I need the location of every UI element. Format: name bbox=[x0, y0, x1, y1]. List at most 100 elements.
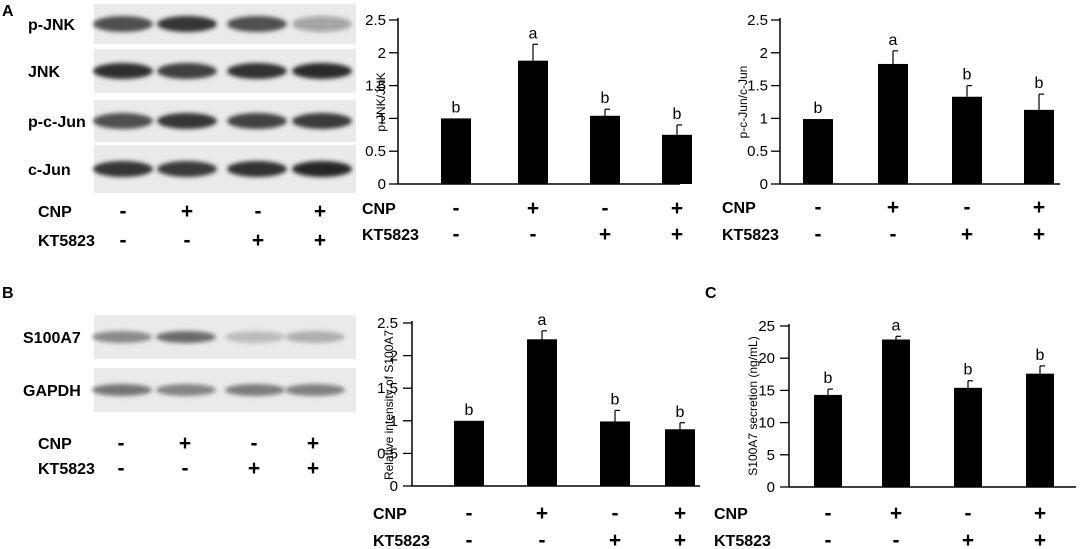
western-blot-a: p-JNK JNK p-c-Jun c-Jun bbox=[28, 4, 356, 193]
bar bbox=[882, 339, 910, 487]
significance-letter: b bbox=[601, 90, 610, 107]
kt5823-sign: + bbox=[961, 223, 973, 246]
blot-band bbox=[292, 161, 352, 177]
y-tick-label: 2 bbox=[760, 45, 768, 62]
kt5823-sign: + bbox=[314, 229, 326, 252]
treatment-table-blot-a: CNP KT5823 - - + - - + + + bbox=[38, 200, 326, 252]
kt5823-sign: - bbox=[825, 529, 832, 549]
blot-band bbox=[292, 113, 352, 129]
y-tick-label: 15 bbox=[758, 382, 775, 399]
kt5823-label: KT5823 bbox=[38, 233, 95, 250]
significance-letter: a bbox=[892, 317, 901, 334]
y-axis-title: p-JNK/JNK bbox=[374, 72, 388, 131]
cnp-sign: - bbox=[964, 196, 971, 219]
y-tick-label: 0 bbox=[378, 176, 386, 193]
blot-row-label: p-JNK bbox=[28, 17, 76, 34]
bar bbox=[954, 387, 982, 487]
cnp-label: CNP bbox=[38, 436, 72, 453]
cnp-sign: + bbox=[674, 502, 686, 525]
cnp-sign: - bbox=[825, 502, 832, 525]
blot-row-label: GAPDH bbox=[23, 383, 81, 400]
cnp-sign: + bbox=[307, 432, 319, 455]
y-tick-label: 0.5 bbox=[377, 445, 398, 462]
y-tick-label: 1 bbox=[760, 110, 768, 127]
cnp-sign: + bbox=[181, 200, 193, 223]
cnp-sign: + bbox=[887, 196, 899, 219]
significance-letter: b bbox=[963, 67, 972, 84]
kt5823-sign: - bbox=[182, 457, 189, 480]
blot-band bbox=[227, 161, 287, 177]
treatment-table-chart-secretion: CNP KT5823 - - + - - + + + bbox=[714, 502, 1046, 549]
y-axis-title: p-c-Jun/c-Jun bbox=[736, 66, 750, 139]
blot-band bbox=[92, 331, 152, 343]
significance-letter: b bbox=[964, 362, 973, 379]
blot-band bbox=[93, 161, 153, 177]
significance-letter: b bbox=[673, 106, 682, 123]
significance-letter: a bbox=[529, 25, 538, 42]
y-tick-label: 0 bbox=[390, 478, 398, 495]
blot-row-label: S100A7 bbox=[23, 330, 81, 347]
bar bbox=[454, 420, 484, 486]
kt5823-sign: + bbox=[1034, 529, 1046, 549]
y-tick-label: 2 bbox=[390, 348, 398, 365]
y-tick-label: 0.5 bbox=[747, 143, 768, 160]
cnp-sign: + bbox=[890, 502, 902, 525]
kt5823-sign: + bbox=[671, 223, 683, 246]
y-tick-label: 1.5 bbox=[377, 380, 398, 397]
cnp-sign: - bbox=[120, 200, 127, 223]
panel-letter-b: B bbox=[2, 285, 14, 302]
significance-letter: b bbox=[1035, 75, 1044, 92]
kt5823-label: KT5823 bbox=[714, 533, 771, 549]
y-tick-label: 2.5 bbox=[365, 12, 386, 29]
kt5823-sign: - bbox=[815, 223, 822, 246]
y-tick-label: 1 bbox=[390, 413, 398, 430]
bar bbox=[803, 119, 833, 184]
bar bbox=[814, 394, 842, 487]
blot-band bbox=[157, 161, 217, 177]
cnp-sign: - bbox=[612, 502, 619, 525]
y-tick-label: 0 bbox=[767, 479, 775, 496]
bar bbox=[952, 96, 982, 184]
kt5823-sign: + bbox=[962, 529, 974, 549]
western-blot-b: S100A7 GAPDH bbox=[23, 315, 356, 412]
blot-row-label: p-c-Jun bbox=[28, 114, 86, 131]
significance-letter: b bbox=[611, 391, 620, 408]
kt5823-label: KT5823 bbox=[362, 227, 419, 244]
kt5823-sign: - bbox=[184, 229, 191, 252]
bar bbox=[665, 429, 695, 486]
blot-band bbox=[93, 63, 153, 79]
kt5823-sign: + bbox=[674, 529, 686, 549]
y-tick-label: 1.5 bbox=[747, 78, 768, 95]
cnp-sign: - bbox=[453, 197, 460, 220]
kt5823-sign: - bbox=[890, 223, 897, 246]
blot-band bbox=[292, 63, 352, 79]
cnp-sign: - bbox=[251, 432, 258, 455]
y-tick-label: 25 bbox=[758, 318, 775, 335]
y-axis-title: Relative intensity of S100A7 bbox=[382, 330, 396, 480]
treatment-table-chart-pjnk: CNP KT5823 - - + - - + + + bbox=[362, 197, 683, 246]
kt5823-label: KT5823 bbox=[373, 533, 430, 549]
significance-letter: b bbox=[824, 370, 833, 387]
significance-letter: b bbox=[814, 100, 823, 117]
significance-letter: a bbox=[538, 312, 547, 329]
significance-letter: b bbox=[1036, 347, 1045, 364]
blot-band bbox=[225, 331, 285, 343]
blot-band bbox=[157, 63, 217, 79]
cnp-sign: - bbox=[255, 200, 262, 223]
y-tick-label: 2.5 bbox=[747, 12, 768, 29]
significance-letter: b bbox=[676, 404, 685, 421]
kt5823-sign: + bbox=[307, 457, 319, 480]
kt5823-sign: + bbox=[252, 229, 264, 252]
cnp-sign: + bbox=[527, 197, 539, 220]
kt5823-sign: + bbox=[599, 223, 611, 246]
y-tick-label: 1.5 bbox=[365, 78, 386, 95]
cnp-sign: - bbox=[815, 196, 822, 219]
bar bbox=[600, 421, 630, 486]
y-tick-label: 5 bbox=[767, 447, 775, 464]
blot-band bbox=[285, 384, 345, 396]
blot-band bbox=[227, 113, 287, 129]
blot-band bbox=[227, 16, 287, 32]
